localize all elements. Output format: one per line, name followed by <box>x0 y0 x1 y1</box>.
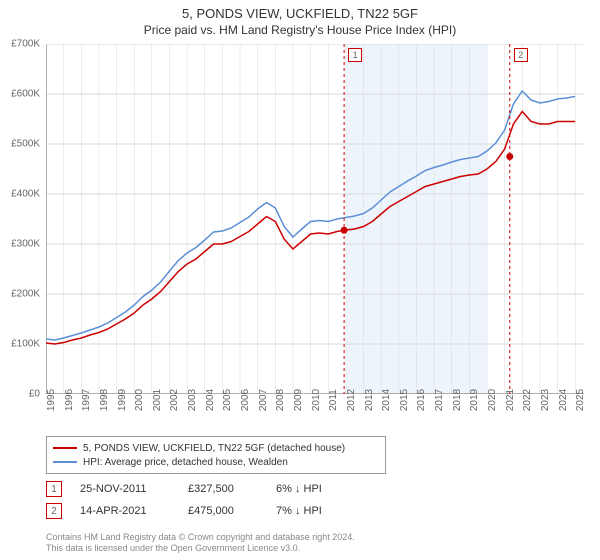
legend-item: 5, PONDS VIEW, UCKFIELD, TN22 5GF (detac… <box>53 441 379 455</box>
plot-marker-badge: 2 <box>514 48 528 62</box>
y-tick-label: £200K <box>0 289 40 300</box>
chart-legend: 5, PONDS VIEW, UCKFIELD, TN22 5GF (detac… <box>46 436 386 474</box>
legend-label: HPI: Average price, detached house, Weal… <box>83 457 288 468</box>
x-tick-label: 2013 <box>364 389 375 411</box>
x-tick-label: 2001 <box>152 389 163 411</box>
x-tick-label: 2007 <box>258 389 269 411</box>
marker-price: £475,000 <box>188 505 258 517</box>
y-tick-label: £0 <box>0 389 40 400</box>
footer-line1: Contains HM Land Registry data © Crown c… <box>46 532 355 543</box>
y-tick-label: £600K <box>0 89 40 100</box>
marker-badge: 2 <box>46 503 62 519</box>
legend-swatch <box>53 447 77 449</box>
x-tick-label: 2012 <box>346 389 357 411</box>
x-tick-label: 2022 <box>522 389 533 411</box>
x-tick-label: 2006 <box>240 389 251 411</box>
marker-id: 2 <box>51 506 57 517</box>
marker-price: £327,500 <box>188 483 258 495</box>
x-tick-label: 2018 <box>452 389 463 411</box>
x-tick-label: 1996 <box>64 389 75 411</box>
marker-table: 1 25-NOV-2011 £327,500 6% ↓ HPI 2 14-APR… <box>46 478 584 522</box>
legend-item: HPI: Average price, detached house, Weal… <box>53 455 379 469</box>
x-tick-label: 2019 <box>469 389 480 411</box>
x-tick-label: 2024 <box>558 389 569 411</box>
x-tick-label: 2000 <box>134 389 145 411</box>
x-tick-label: 1995 <box>46 389 57 411</box>
y-tick-label: £400K <box>0 189 40 200</box>
x-tick-label: 2025 <box>575 389 586 411</box>
x-tick-label: 2016 <box>416 389 427 411</box>
y-tick-label: £300K <box>0 239 40 250</box>
marker-id: 1 <box>51 484 57 495</box>
y-tick-label: £100K <box>0 339 40 350</box>
x-tick-label: 1998 <box>99 389 110 411</box>
x-tick-label: 2010 <box>311 389 322 411</box>
chart-subtitle: Price paid vs. HM Land Registry's House … <box>0 21 600 37</box>
x-tick-label: 2020 <box>487 389 498 411</box>
chart-title: 5, PONDS VIEW, UCKFIELD, TN22 5GF <box>0 0 600 21</box>
x-tick-label: 2005 <box>222 389 233 411</box>
x-tick-label: 2014 <box>381 389 392 411</box>
x-tick-label: 1997 <box>81 389 92 411</box>
chart-plot <box>46 44 584 394</box>
marker-row: 1 25-NOV-2011 £327,500 6% ↓ HPI <box>46 478 584 500</box>
y-tick-label: £700K <box>0 39 40 50</box>
x-tick-label: 2011 <box>328 389 339 411</box>
x-tick-label: 1999 <box>117 389 128 411</box>
x-tick-label: 2023 <box>540 389 551 411</box>
x-tick-label: 2015 <box>399 389 410 411</box>
marker-date: 25-NOV-2011 <box>80 483 170 495</box>
x-tick-label: 2004 <box>205 389 216 411</box>
marker-pct: 6% ↓ HPI <box>276 483 356 495</box>
x-tick-label: 2008 <box>275 389 286 411</box>
legend-label: 5, PONDS VIEW, UCKFIELD, TN22 5GF (detac… <box>83 443 345 454</box>
x-tick-label: 2003 <box>187 389 198 411</box>
marker-date: 14-APR-2021 <box>80 505 170 517</box>
x-tick-label: 2017 <box>434 389 445 411</box>
marker-badge: 1 <box>46 481 62 497</box>
footer-line2: This data is licensed under the Open Gov… <box>46 543 355 554</box>
y-tick-label: £500K <box>0 139 40 150</box>
legend-swatch <box>53 461 77 463</box>
chart-container: 5, PONDS VIEW, UCKFIELD, TN22 5GF Price … <box>0 0 600 560</box>
marker-row: 2 14-APR-2021 £475,000 7% ↓ HPI <box>46 500 584 522</box>
chart-area: 12£0£100K£200K£300K£400K£500K£600K£700K1… <box>46 44 584 394</box>
x-tick-label: 2002 <box>169 389 180 411</box>
marker-pct: 7% ↓ HPI <box>276 505 356 517</box>
footer-attribution: Contains HM Land Registry data © Crown c… <box>46 532 355 555</box>
plot-marker-badge: 1 <box>348 48 362 62</box>
x-tick-label: 2009 <box>293 389 304 411</box>
x-tick-label: 2021 <box>505 389 516 411</box>
